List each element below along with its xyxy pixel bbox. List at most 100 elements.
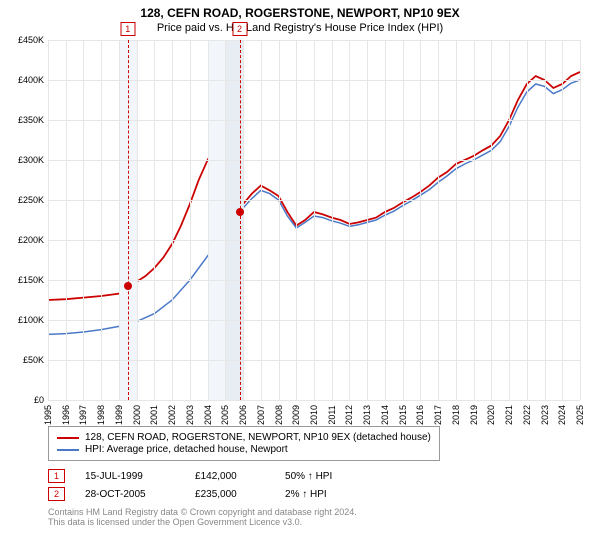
x-axis-label: 2007 (256, 405, 266, 425)
marker-label: 2 (232, 22, 247, 36)
x-axis-label: 2013 (362, 405, 372, 425)
x-axis-label: 2008 (274, 405, 284, 425)
sale-price: £142,000 (195, 471, 285, 482)
gridline-v (190, 40, 191, 400)
y-axis-label: £450K (10, 35, 44, 45)
gridline-v (172, 40, 173, 400)
gridline-v (48, 40, 49, 400)
y-axis-label: £250K (10, 195, 44, 205)
legend-item: 128, CEFN ROAD, ROGERSTONE, NEWPORT, NP1… (57, 432, 431, 443)
y-axis-label: £50K (10, 355, 44, 365)
x-axis-label: 1998 (96, 405, 106, 425)
x-axis-label: 1997 (78, 405, 88, 425)
legend: 128, CEFN ROAD, ROGERSTONE, NEWPORT, NP1… (48, 426, 440, 461)
x-axis-label: 2005 (220, 405, 230, 425)
gridline-v (208, 40, 209, 400)
shade-band (208, 40, 226, 400)
x-axis-label: 2018 (451, 405, 461, 425)
x-axis-label: 2017 (433, 405, 443, 425)
legend-label-2: HPI: Average price, detached house, Newp… (85, 444, 288, 455)
x-axis-label: 2012 (344, 405, 354, 425)
plot-region: £0£50K£100K£150K£200K£250K£300K£350K£400… (48, 40, 580, 400)
gridline-v (101, 40, 102, 400)
gridline-v (367, 40, 368, 400)
x-axis-label: 2025 (575, 405, 585, 425)
x-axis-label: 2014 (380, 405, 390, 425)
marker-line (128, 40, 129, 400)
gridline-h (48, 400, 580, 401)
gridline-v (119, 40, 120, 400)
gridline-v (296, 40, 297, 400)
gridline-v (491, 40, 492, 400)
x-axis-label: 2023 (540, 405, 550, 425)
x-axis-label: 2001 (149, 405, 159, 425)
x-axis-label: 2003 (185, 405, 195, 425)
y-axis-label: £300K (10, 155, 44, 165)
chart-subtitle: Price paid vs. HM Land Registry's House … (12, 22, 588, 34)
sale-row: 2 28-OCT-2005£235,0002% ↑ HPI (48, 487, 588, 501)
x-axis-label: 2021 (504, 405, 514, 425)
gridline-v (243, 40, 244, 400)
x-axis-label: 2010 (309, 405, 319, 425)
legend-line-1 (57, 437, 79, 439)
y-axis-label: £350K (10, 115, 44, 125)
x-axis-label: 2020 (486, 405, 496, 425)
gridline-v (456, 40, 457, 400)
sale-diff: 2% ↑ HPI (285, 489, 327, 500)
legend-item: HPI: Average price, detached house, Newp… (57, 444, 431, 455)
x-axis-label: 2002 (167, 405, 177, 425)
gridline-v (580, 40, 581, 400)
footnote: Contains HM Land Registry data © Crown c… (48, 507, 588, 527)
gridline-v (225, 40, 226, 400)
gridline-v (279, 40, 280, 400)
x-axis-label: 2024 (557, 405, 567, 425)
x-axis-label: 2022 (522, 405, 532, 425)
sale-price: £235,000 (195, 489, 285, 500)
gridline-v (403, 40, 404, 400)
x-axis-label: 1996 (61, 405, 71, 425)
gridline-v (545, 40, 546, 400)
gridline-v (509, 40, 510, 400)
gridline-v (562, 40, 563, 400)
y-axis-label: £150K (10, 275, 44, 285)
marker-label: 1 (120, 22, 135, 36)
legend-line-2 (57, 449, 79, 451)
sale-date: 15-JUL-1999 (85, 471, 195, 482)
gridline-v (420, 40, 421, 400)
sale-marker-box: 2 (48, 487, 65, 501)
x-axis-label: 2015 (398, 405, 408, 425)
sale-date: 28-OCT-2005 (85, 489, 195, 500)
sale-marker-box: 1 (48, 469, 65, 483)
x-axis-label: 2004 (203, 405, 213, 425)
x-axis-label: 2006 (238, 405, 248, 425)
chart-title: 128, CEFN ROAD, ROGERSTONE, NEWPORT, NP1… (12, 6, 588, 20)
y-axis-label: £100K (10, 315, 44, 325)
marker-line (240, 40, 241, 400)
marker-dot (124, 282, 132, 290)
gridline-v (314, 40, 315, 400)
gridline-v (83, 40, 84, 400)
gridline-v (385, 40, 386, 400)
x-axis-label: 1999 (114, 405, 124, 425)
x-axis-label: 2011 (327, 405, 337, 424)
x-axis-label: 2016 (415, 405, 425, 425)
marker-dot (236, 208, 244, 216)
gridline-v (438, 40, 439, 400)
sale-diff: 50% ↑ HPI (285, 471, 332, 482)
gridline-v (332, 40, 333, 400)
x-axis-label: 2019 (469, 405, 479, 425)
sale-row: 1 15-JUL-1999£142,00050% ↑ HPI (48, 469, 588, 483)
legend-label-1: 128, CEFN ROAD, ROGERSTONE, NEWPORT, NP1… (85, 432, 431, 443)
gridline-v (349, 40, 350, 400)
x-axis-label: 2000 (132, 405, 142, 425)
sales-table: 1 15-JUL-1999£142,00050% ↑ HPI 2 28-OCT-200… (48, 469, 588, 501)
y-axis-label: £0 (10, 395, 44, 405)
gridline-v (261, 40, 262, 400)
gridline-v (137, 40, 138, 400)
gridline-v (474, 40, 475, 400)
y-axis-label: £400K (10, 75, 44, 85)
x-axis-label: 2009 (291, 405, 301, 425)
gridline-v (66, 40, 67, 400)
y-axis-label: £200K (10, 235, 44, 245)
chart-area: £0£50K£100K£150K£200K£250K£300K£350K£400… (48, 40, 580, 420)
